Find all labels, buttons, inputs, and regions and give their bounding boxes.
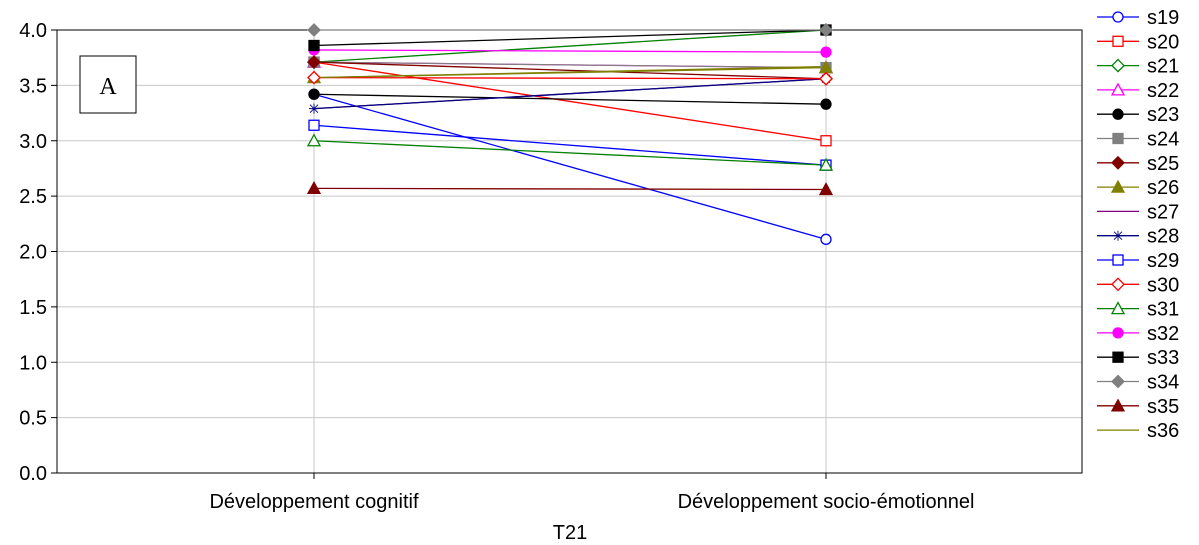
- panel-label-box: A: [79, 55, 137, 114]
- data-point-s28: [309, 103, 319, 114]
- legend-label-s20: s20: [1147, 31, 1179, 53]
- legend: s19s20s21s22s23s24s25s26s27s28s29s30s31s…: [1097, 7, 1179, 442]
- data-point-s35: [306, 181, 322, 195]
- legend-marker-s20: [1112, 35, 1124, 47]
- series-line-s29: [313, 124, 827, 166]
- data-point-s31: [818, 157, 834, 171]
- legend-label-s32: s32: [1147, 323, 1179, 345]
- x-axis: Développement cognitif Développement soci…: [209, 473, 974, 513]
- y-tick-label: 2.0: [19, 242, 47, 264]
- legend-marker-s34: [1111, 374, 1125, 389]
- legend-label-s34: s34: [1147, 372, 1179, 394]
- y-tick-label: 4.0: [19, 20, 47, 42]
- legend-marker-s26: [1110, 179, 1126, 193]
- series-line-s30: [313, 76, 827, 80]
- legend-label-s31: s31: [1147, 299, 1179, 321]
- legend-marker-s25: [1111, 155, 1125, 170]
- data-point-s29: [308, 119, 320, 131]
- legend-marker-s21: [1111, 58, 1125, 73]
- legend-marker-s32: [1112, 327, 1124, 339]
- legend-label-s21: s21: [1147, 56, 1179, 78]
- data-point-s30: [307, 70, 321, 85]
- data-point-s19: [820, 233, 832, 245]
- legend-label-s22: s22: [1147, 80, 1179, 102]
- legend-marker-s24: [1112, 132, 1124, 145]
- series-line-s21: [313, 29, 827, 63]
- data-point-s23: [820, 98, 832, 110]
- series-line-s36: [313, 65, 827, 79]
- series-line-s19: [313, 93, 827, 240]
- data-point-s23: [308, 88, 320, 100]
- series-line-s31: [313, 140, 827, 166]
- legend-label-s23: s23: [1147, 104, 1179, 126]
- series-line-s25: [313, 61, 827, 80]
- data-point-s30: [819, 71, 833, 86]
- series-line-s24: [313, 61, 827, 69]
- data-point-s32: [820, 46, 832, 58]
- y-tick-label: 0.5: [19, 408, 47, 430]
- panel-label: A: [99, 74, 117, 100]
- series-line-s33: [313, 29, 827, 47]
- legend-marker-s19: [1112, 11, 1124, 23]
- legend-label-s30: s30: [1147, 274, 1179, 296]
- legend-label-s29: s29: [1147, 250, 1179, 272]
- legend-label-s27: s27: [1147, 201, 1179, 223]
- x-axis-title: T21: [553, 522, 587, 544]
- series-line-s35: [313, 187, 827, 191]
- y-tick-label: 1.0: [19, 352, 47, 374]
- legend-label-s25: s25: [1147, 153, 1179, 175]
- data-point-s34: [307, 23, 321, 37]
- legend-label-s36: s36: [1147, 420, 1179, 442]
- y-axis: 0.0 0.5 1.0 1.5 2.0 2.5 3.0 3.5 4.0: [19, 20, 57, 485]
- data-point-s20: [820, 135, 832, 147]
- y-tick-label: 3.0: [19, 131, 47, 153]
- data-point-s31: [306, 133, 322, 147]
- series-markers: [306, 23, 834, 245]
- legend-marker-s31: [1110, 301, 1126, 315]
- legend-marker-s33: [1112, 351, 1124, 363]
- x-tick-label: Développement socio-émotionnel: [678, 491, 975, 513]
- y-tick-label: 2.5: [19, 186, 47, 208]
- y-tick-label: 3.5: [19, 75, 47, 97]
- series-line-s20: [313, 61, 827, 142]
- legend-marker-s22: [1110, 82, 1126, 96]
- legend-marker-s29: [1112, 254, 1124, 266]
- data-point-s34: [819, 23, 833, 37]
- data-point-s33: [308, 39, 320, 52]
- series-line-s32: [313, 49, 827, 53]
- legend-label-s26: s26: [1147, 177, 1179, 199]
- legend-marker-s28: [1113, 230, 1123, 241]
- series-line-s28: [313, 78, 827, 110]
- y-tick-label: 1.5: [19, 297, 47, 319]
- x-tick-label: Développement cognitif: [209, 491, 418, 513]
- legend-label-s28: s28: [1147, 226, 1179, 248]
- legend-marker-s35: [1110, 398, 1126, 412]
- legend-label-s24: s24: [1147, 129, 1179, 151]
- y-tick-label: 0.0: [19, 463, 47, 485]
- grid: [57, 30, 1082, 473]
- legend-label-s19: s19: [1147, 7, 1179, 29]
- legend-marker-s23: [1112, 108, 1124, 120]
- series-lines: [313, 29, 827, 240]
- legend-label-s35: s35: [1147, 396, 1179, 418]
- legend-marker-s30: [1111, 277, 1125, 292]
- legend-label-s33: s33: [1147, 347, 1179, 369]
- series-line-s23: [313, 93, 827, 105]
- data-point-s25: [307, 55, 321, 70]
- data-point-s35: [818, 182, 834, 196]
